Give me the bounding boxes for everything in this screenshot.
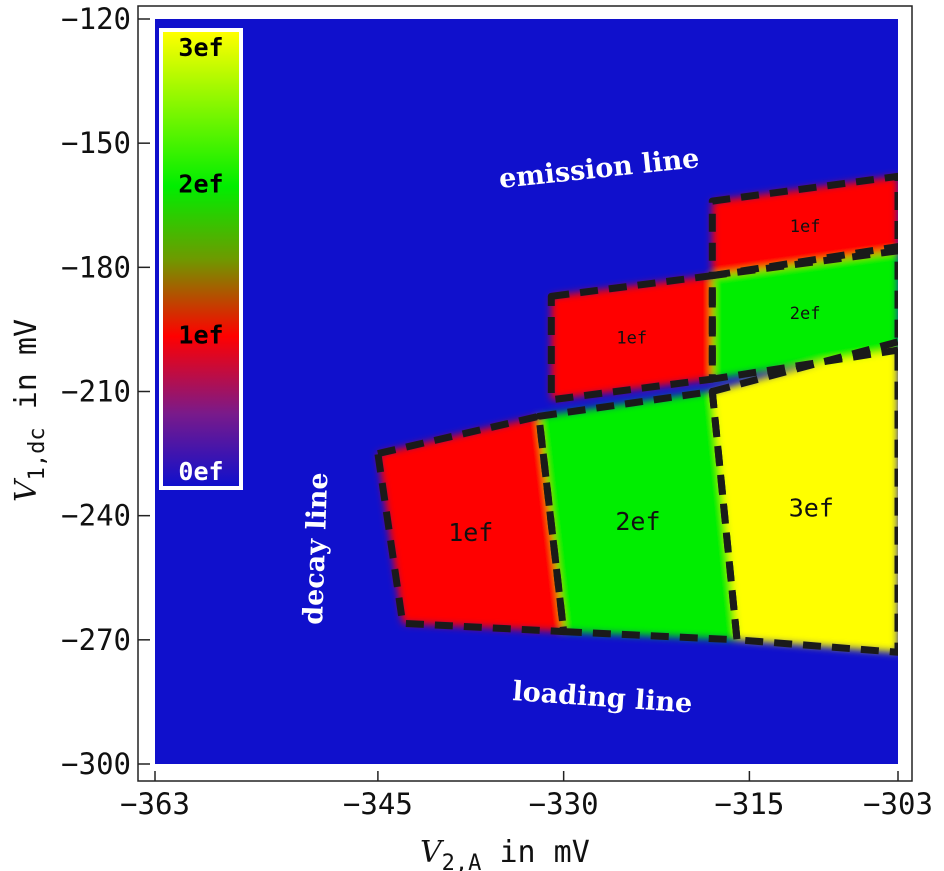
region-boundaries xyxy=(374,172,898,656)
region-label-4: 1ef xyxy=(616,329,647,349)
region-label-5: 2ef xyxy=(790,304,821,324)
region-label-3: 3ef xyxy=(789,493,834,522)
heatmap-region-2 xyxy=(538,391,737,640)
y-tick-label: −210 xyxy=(61,375,131,409)
x-tick-label: −330 xyxy=(529,787,599,821)
region-boundary-1 xyxy=(374,412,568,636)
x-axis-title: V2,A in mV xyxy=(420,835,590,871)
x-axis-title-sub: 2,A xyxy=(442,851,482,871)
x-tick-label: −303 xyxy=(863,787,933,821)
region-label-1: 1ef xyxy=(448,518,493,547)
y-axis-title-base: V xyxy=(9,477,44,502)
annotation-decay-line: decay line xyxy=(298,472,334,625)
x-tick-label: −345 xyxy=(343,787,413,821)
heatmap-region-4 xyxy=(551,275,713,400)
x-axis: −363 −345 −330 −315 −303 xyxy=(120,771,933,821)
region-label-6: 1ef xyxy=(790,217,821,237)
x-tick-label: −363 xyxy=(120,787,190,821)
region-boundary-6 xyxy=(708,172,898,280)
y-tick-label: −240 xyxy=(61,499,131,533)
y-axis-title: V1,dc in mV xyxy=(9,319,50,502)
heatmap-region-5 xyxy=(712,246,898,380)
colorbar-gradient xyxy=(163,32,239,486)
y-axis-title-sub: 1,dc xyxy=(25,427,50,480)
x-axis-title-base: V xyxy=(420,835,445,870)
region-label-2: 2ef xyxy=(615,507,660,536)
region-boundary-2 xyxy=(535,388,741,644)
colorbar-label-0ef: 0ef xyxy=(178,457,223,486)
y-axis: −120 −150 −180 −210 −240 −270 −300 xyxy=(61,2,150,781)
y-tick-label: −300 xyxy=(61,747,131,781)
colorbar-label-2ef: 2ef xyxy=(178,169,223,198)
colorbar-label-1ef: 1ef xyxy=(178,321,223,350)
colorbar-label-3ef: 3ef xyxy=(178,33,223,62)
region-labels: 1ef 2ef 3ef 1ef 2ef 1ef xyxy=(448,217,834,547)
y-tick-label: −180 xyxy=(61,250,131,284)
colorbar: 3ef 2ef 1ef 0ef xyxy=(159,28,243,490)
x-tick-label: −315 xyxy=(714,787,784,821)
plot-frame xyxy=(137,5,913,782)
x-axis-title-rest: in mV xyxy=(481,835,589,870)
y-tick-label: −120 xyxy=(61,2,131,36)
y-tick-label: −150 xyxy=(61,126,131,160)
plot-area xyxy=(155,19,898,764)
y-axis-title-rest: in mV xyxy=(9,319,44,427)
heatmap-region-6 xyxy=(712,176,898,276)
heatmap-region-1 xyxy=(377,416,564,632)
y-tick-label: −270 xyxy=(61,623,131,657)
heatmap-region-3 xyxy=(712,341,898,653)
plot-border xyxy=(137,5,913,782)
